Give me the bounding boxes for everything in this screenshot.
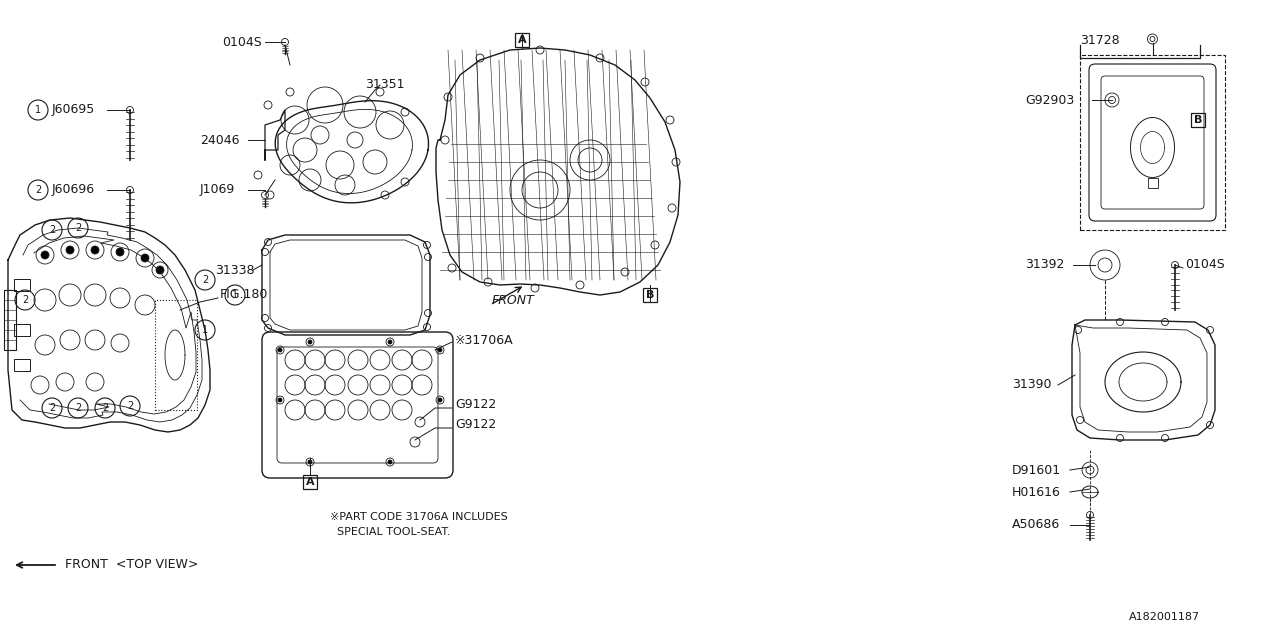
Text: 1: 1 [35, 105, 41, 115]
Text: 2: 2 [22, 295, 28, 305]
Text: FRONT  <TOP VIEW>: FRONT <TOP VIEW> [65, 559, 198, 572]
Circle shape [141, 254, 148, 262]
Text: A50686: A50686 [1012, 518, 1060, 531]
Bar [4, 290, 15, 350]
Circle shape [278, 348, 282, 352]
Circle shape [278, 398, 282, 402]
Text: 2: 2 [74, 223, 81, 233]
Circle shape [388, 460, 392, 464]
Text: 2: 2 [127, 401, 133, 411]
Text: 1: 1 [202, 325, 209, 335]
Text: A182001187: A182001187 [1129, 612, 1201, 622]
Circle shape [438, 348, 442, 352]
Text: H01616: H01616 [1012, 486, 1061, 499]
Text: G9122: G9122 [454, 419, 497, 431]
Text: 31390: 31390 [1012, 378, 1051, 392]
Text: 2: 2 [49, 403, 55, 413]
Bar [14, 324, 29, 336]
Text: 31392: 31392 [1025, 259, 1065, 271]
Text: 2: 2 [35, 185, 41, 195]
Bar [155, 300, 197, 410]
Bar [14, 279, 29, 291]
Text: 2: 2 [74, 403, 81, 413]
Bar [643, 288, 657, 302]
Text: A: A [517, 35, 526, 45]
Text: 0104S: 0104S [1185, 259, 1225, 271]
Text: 31351: 31351 [365, 79, 404, 92]
Text: 1: 1 [232, 290, 238, 300]
Text: B: B [646, 290, 654, 300]
Circle shape [67, 246, 74, 254]
Text: G9122: G9122 [454, 399, 497, 412]
Text: 31338: 31338 [215, 264, 255, 276]
Text: 24046: 24046 [200, 134, 239, 147]
Text: 2: 2 [102, 403, 108, 413]
Circle shape [308, 340, 312, 344]
Text: ※31706A: ※31706A [454, 333, 513, 346]
Circle shape [91, 246, 99, 254]
Text: J60695: J60695 [52, 104, 95, 116]
Text: 31728: 31728 [1080, 33, 1120, 47]
Bar [303, 475, 317, 489]
Text: A: A [306, 477, 315, 487]
Text: D91601: D91601 [1012, 463, 1061, 477]
Text: 0104S: 0104S [221, 35, 261, 49]
Text: J60696: J60696 [52, 184, 95, 196]
Text: G92903: G92903 [1025, 93, 1074, 106]
Bar [1190, 113, 1204, 127]
Bar [1080, 55, 1225, 230]
Text: B: B [1194, 115, 1202, 125]
Text: J1069: J1069 [200, 184, 236, 196]
Text: FRONT: FRONT [492, 294, 535, 307]
Circle shape [116, 248, 124, 256]
Circle shape [438, 398, 442, 402]
Text: FIG.180: FIG.180 [220, 289, 269, 301]
Text: 2: 2 [202, 275, 209, 285]
Circle shape [156, 266, 164, 274]
Circle shape [41, 251, 49, 259]
Circle shape [308, 460, 312, 464]
Bar [14, 359, 29, 371]
Text: ※PART CODE 31706A INCLUDES
  SPECIAL TOOL-SEAT.: ※PART CODE 31706A INCLUDES SPECIAL TOOL-… [330, 512, 508, 537]
Circle shape [388, 340, 392, 344]
Bar [515, 33, 529, 47]
Text: 2: 2 [49, 225, 55, 235]
